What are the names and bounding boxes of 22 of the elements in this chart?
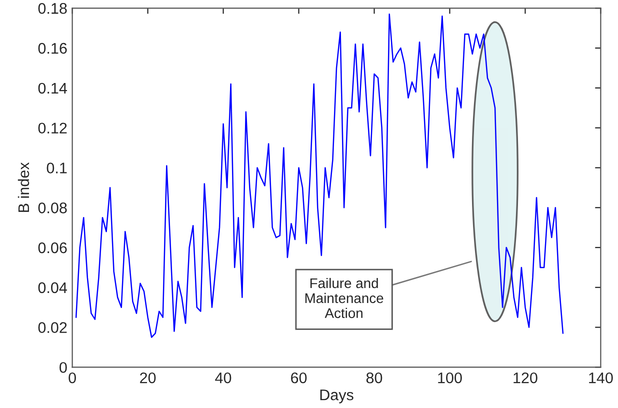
x-tick-label: 20 xyxy=(140,372,156,384)
x-tick-label: 80 xyxy=(366,372,382,384)
y-tick-label: 0.04 xyxy=(38,282,67,294)
y-tick-label: 0.14 xyxy=(38,82,67,94)
x-axis-title: Days xyxy=(320,390,354,404)
y-tick-label: 0.06 xyxy=(38,242,67,254)
y-tick-label: 0.08 xyxy=(38,202,67,214)
x-tick-label: 0 xyxy=(68,372,76,384)
y-axis-title: B index xyxy=(18,162,30,212)
y-tick-label: 0.16 xyxy=(38,42,67,54)
x-tick-label: 120 xyxy=(514,372,538,384)
x-tick-label: 100 xyxy=(438,372,462,384)
y-tick-label: 0.18 xyxy=(38,3,67,14)
x-tick-label: 40 xyxy=(215,372,232,384)
x-tick-label: 60 xyxy=(291,372,307,384)
y-tick-label: 0.1 xyxy=(46,162,67,174)
y-tick-label: 0.12 xyxy=(38,122,67,134)
line-series xyxy=(75,14,564,338)
annotation: Failure and Maintenance Action xyxy=(305,278,384,318)
y-tick-label: 0 xyxy=(60,362,67,373)
x-tick-label: 140 xyxy=(589,372,613,384)
y-tick-label: 0.02 xyxy=(38,322,67,333)
